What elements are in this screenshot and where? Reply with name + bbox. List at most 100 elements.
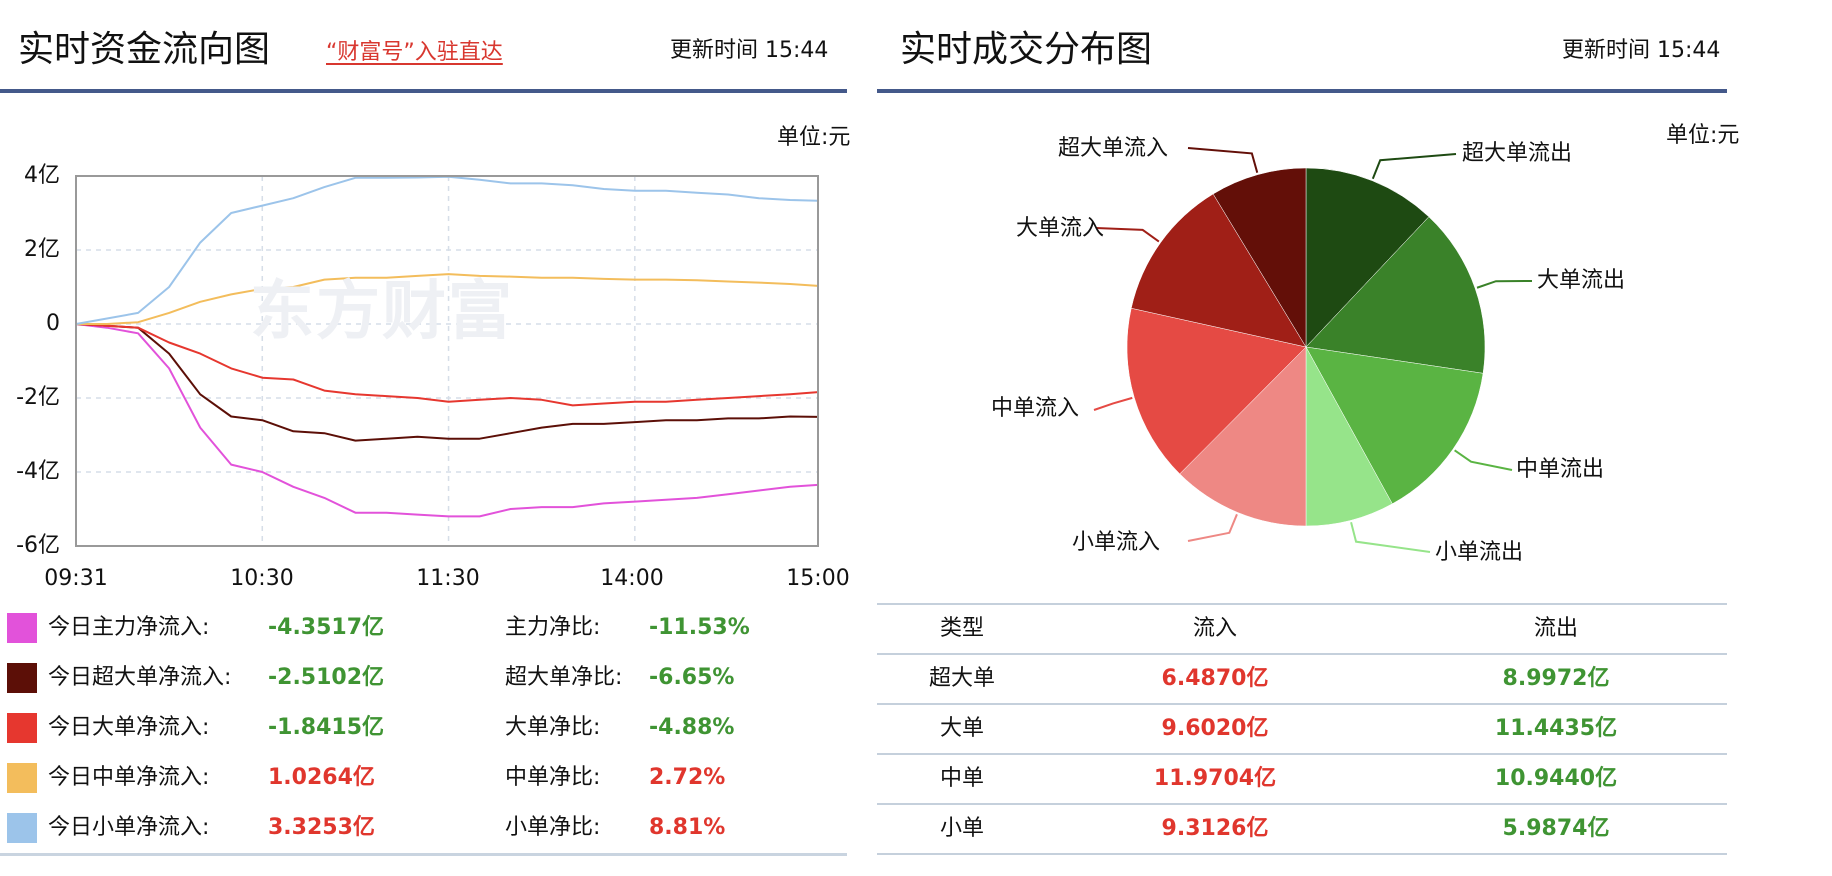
x-tick: 09:31 (44, 566, 108, 591)
row-outflow: 11.4435亿 (1494, 716, 1618, 741)
pie-leader-line (1476, 280, 1533, 289)
ratio-label: 大单净比: (505, 715, 601, 740)
legend-label: 今日主力净流入: (48, 615, 210, 640)
series-line (76, 273, 819, 325)
ratio-label: 超大单净比: (505, 665, 623, 690)
legend-label: 今日中单净流入: (48, 765, 210, 790)
header-inflow: 流入 (1192, 616, 1237, 641)
row-type: 小单 (939, 816, 984, 841)
legend-value: 1.0264亿 (268, 765, 375, 790)
fund-flow-line-chart: 东方财富 (0, 150, 860, 590)
row-type: 超大单 (928, 666, 995, 691)
y-tick: 2亿 (24, 237, 60, 262)
plot-frame (75, 175, 819, 547)
line-chart-svg (75, 175, 819, 547)
legend-value: -2.5102亿 (268, 665, 385, 690)
legend-bottom-divider (0, 853, 847, 856)
x-tick: 14:00 (600, 566, 664, 591)
pie-slice[interactable] (1179, 346, 1307, 527)
unit-label: 单位:元 (1666, 123, 1740, 148)
y-tick: -6亿 (16, 533, 60, 558)
header-divider (877, 89, 1727, 93)
table-rule (877, 853, 1727, 855)
legend-label: 今日小单净流入: (48, 815, 210, 840)
watermark-logo: 东方财富 (250, 275, 514, 349)
unit-label: 单位:元 (777, 125, 851, 150)
pie-slice[interactable] (1305, 346, 1484, 505)
pie-label-small-in: 小单流入 (1072, 530, 1161, 555)
pie-label-large-out: 大单流出 (1537, 268, 1626, 293)
row-outflow: 10.9440亿 (1494, 766, 1618, 791)
pie-label-large-in: 大单流入 (1016, 216, 1105, 241)
legend-value: -4.3517亿 (268, 615, 385, 640)
header-outflow: 流出 (1533, 616, 1578, 641)
pie-label-medium-out: 中单流出 (1516, 457, 1605, 482)
pie-label-super-large-in: 超大单流入 (1058, 136, 1169, 161)
y-tick: -4亿 (16, 459, 60, 484)
pie-slice[interactable] (1130, 193, 1307, 348)
table-rule (877, 653, 1727, 655)
legend-value: 3.3253亿 (268, 815, 375, 840)
series-line (75, 323, 819, 407)
y-tick: 0 (46, 311, 60, 336)
legend-value: -1.8415亿 (268, 715, 385, 740)
legend-swatch-medium (7, 763, 37, 793)
pie-slice[interactable] (1305, 167, 1430, 348)
legend-swatch-large (7, 713, 37, 743)
header-divider (0, 89, 847, 93)
ratio-label: 主力净比: (505, 615, 601, 640)
legend-swatch-main (7, 613, 37, 643)
table-rule (877, 803, 1727, 805)
row-outflow: 5.9874亿 (1502, 816, 1610, 841)
pie-leader-line (1350, 522, 1431, 553)
row-inflow: 9.6020亿 (1161, 716, 1269, 741)
table-rule (877, 753, 1727, 755)
header-type: 类型 (939, 616, 984, 641)
pie-slice[interactable] (1305, 216, 1486, 374)
pie-leader-line (1371, 153, 1457, 180)
pie-leader-line (1187, 147, 1259, 173)
ratio-value: 2.72% (649, 765, 726, 790)
ratio-label: 中单净比: (505, 765, 601, 790)
x-tick: 15:00 (786, 566, 850, 591)
ratio-value: -4.88% (649, 715, 735, 740)
row-type: 中单 (939, 766, 984, 791)
pie-label-small-out: 小单流出 (1435, 540, 1524, 565)
series-line (75, 323, 819, 442)
x-tick: 11:30 (416, 566, 480, 591)
legend-label: 今日超大单净流入: (48, 665, 232, 690)
y-tick: -2亿 (16, 385, 60, 410)
pie-leader-line (1454, 449, 1513, 471)
ratio-value: -6.65% (649, 665, 735, 690)
x-tick: 10:30 (230, 566, 294, 591)
ratio-value: -11.53% (649, 615, 750, 640)
update-time: 更新时间 15:44 (1562, 38, 1721, 63)
ratio-value: 8.81% (649, 815, 726, 840)
row-inflow: 6.4870亿 (1161, 666, 1269, 691)
pie-label-medium-in: 中单流入 (991, 396, 1080, 421)
pie-label-super-large-out: 超大单流出 (1462, 141, 1573, 166)
row-outflow: 8.9972亿 (1502, 666, 1610, 691)
trade-distribution-pie-chart (1093, 147, 1533, 553)
row-type: 大单 (939, 716, 984, 741)
update-time: 更新时间 15:44 (670, 38, 829, 63)
caifuhao-link[interactable]: “财富号”入驻直达 (326, 40, 503, 65)
pie-leader-line (1093, 396, 1133, 411)
y-tick: 4亿 (24, 163, 60, 188)
row-inflow: 11.9704亿 (1153, 766, 1277, 791)
legend-swatch-small (7, 813, 37, 843)
row-inflow: 9.3126亿 (1161, 816, 1269, 841)
series-line (75, 323, 819, 518)
legend-swatch-super-large (7, 663, 37, 693)
table-rule (877, 603, 1727, 605)
pie-leader-line (1095, 227, 1160, 243)
legend-label: 今日大单净流入: (48, 715, 210, 740)
table-rule (877, 703, 1727, 705)
fund-flow-title: 实时资金流向图 (18, 29, 271, 70)
ratio-label: 小单净比: (505, 815, 601, 840)
pie-slice[interactable] (1126, 307, 1307, 475)
pie-slice[interactable] (1305, 346, 1393, 527)
pie-slice[interactable] (1212, 167, 1307, 348)
trade-distribution-title: 实时成交分布图 (900, 29, 1153, 70)
pie-leader-line (1187, 513, 1238, 542)
